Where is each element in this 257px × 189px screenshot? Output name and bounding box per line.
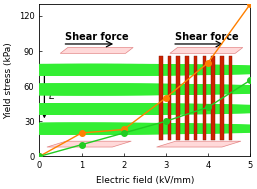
Circle shape [0, 123, 257, 134]
Circle shape [0, 64, 257, 75]
Circle shape [0, 123, 257, 134]
Polygon shape [47, 141, 131, 147]
Y-axis label: Yield stress (kPa): Yield stress (kPa) [4, 42, 13, 119]
Bar [177, 56, 180, 140]
Bar [159, 56, 163, 140]
Circle shape [0, 104, 251, 114]
Text: Shear force: Shear force [175, 32, 239, 42]
Circle shape [0, 84, 257, 95]
X-axis label: Electric field (kV/mm): Electric field (kV/mm) [96, 176, 194, 185]
Bar [211, 56, 215, 140]
Bar [229, 56, 232, 140]
Circle shape [0, 104, 257, 114]
Circle shape [0, 64, 257, 75]
Circle shape [0, 64, 257, 75]
Bar [203, 56, 206, 140]
Bar [168, 56, 171, 140]
Circle shape [0, 84, 257, 95]
Polygon shape [157, 141, 241, 147]
Circle shape [0, 64, 257, 75]
Circle shape [0, 84, 257, 95]
Bar [194, 56, 197, 140]
Bar [220, 56, 224, 140]
Text: Shear force: Shear force [66, 32, 129, 42]
Bar [185, 56, 189, 140]
Text: E: E [49, 91, 55, 101]
Circle shape [0, 84, 255, 95]
Circle shape [0, 104, 257, 114]
Circle shape [0, 123, 248, 134]
Circle shape [0, 123, 257, 134]
Polygon shape [170, 47, 243, 53]
Circle shape [0, 64, 257, 75]
Circle shape [0, 123, 257, 134]
Polygon shape [60, 47, 133, 53]
Circle shape [0, 104, 257, 114]
Circle shape [0, 104, 257, 114]
Circle shape [0, 84, 257, 95]
